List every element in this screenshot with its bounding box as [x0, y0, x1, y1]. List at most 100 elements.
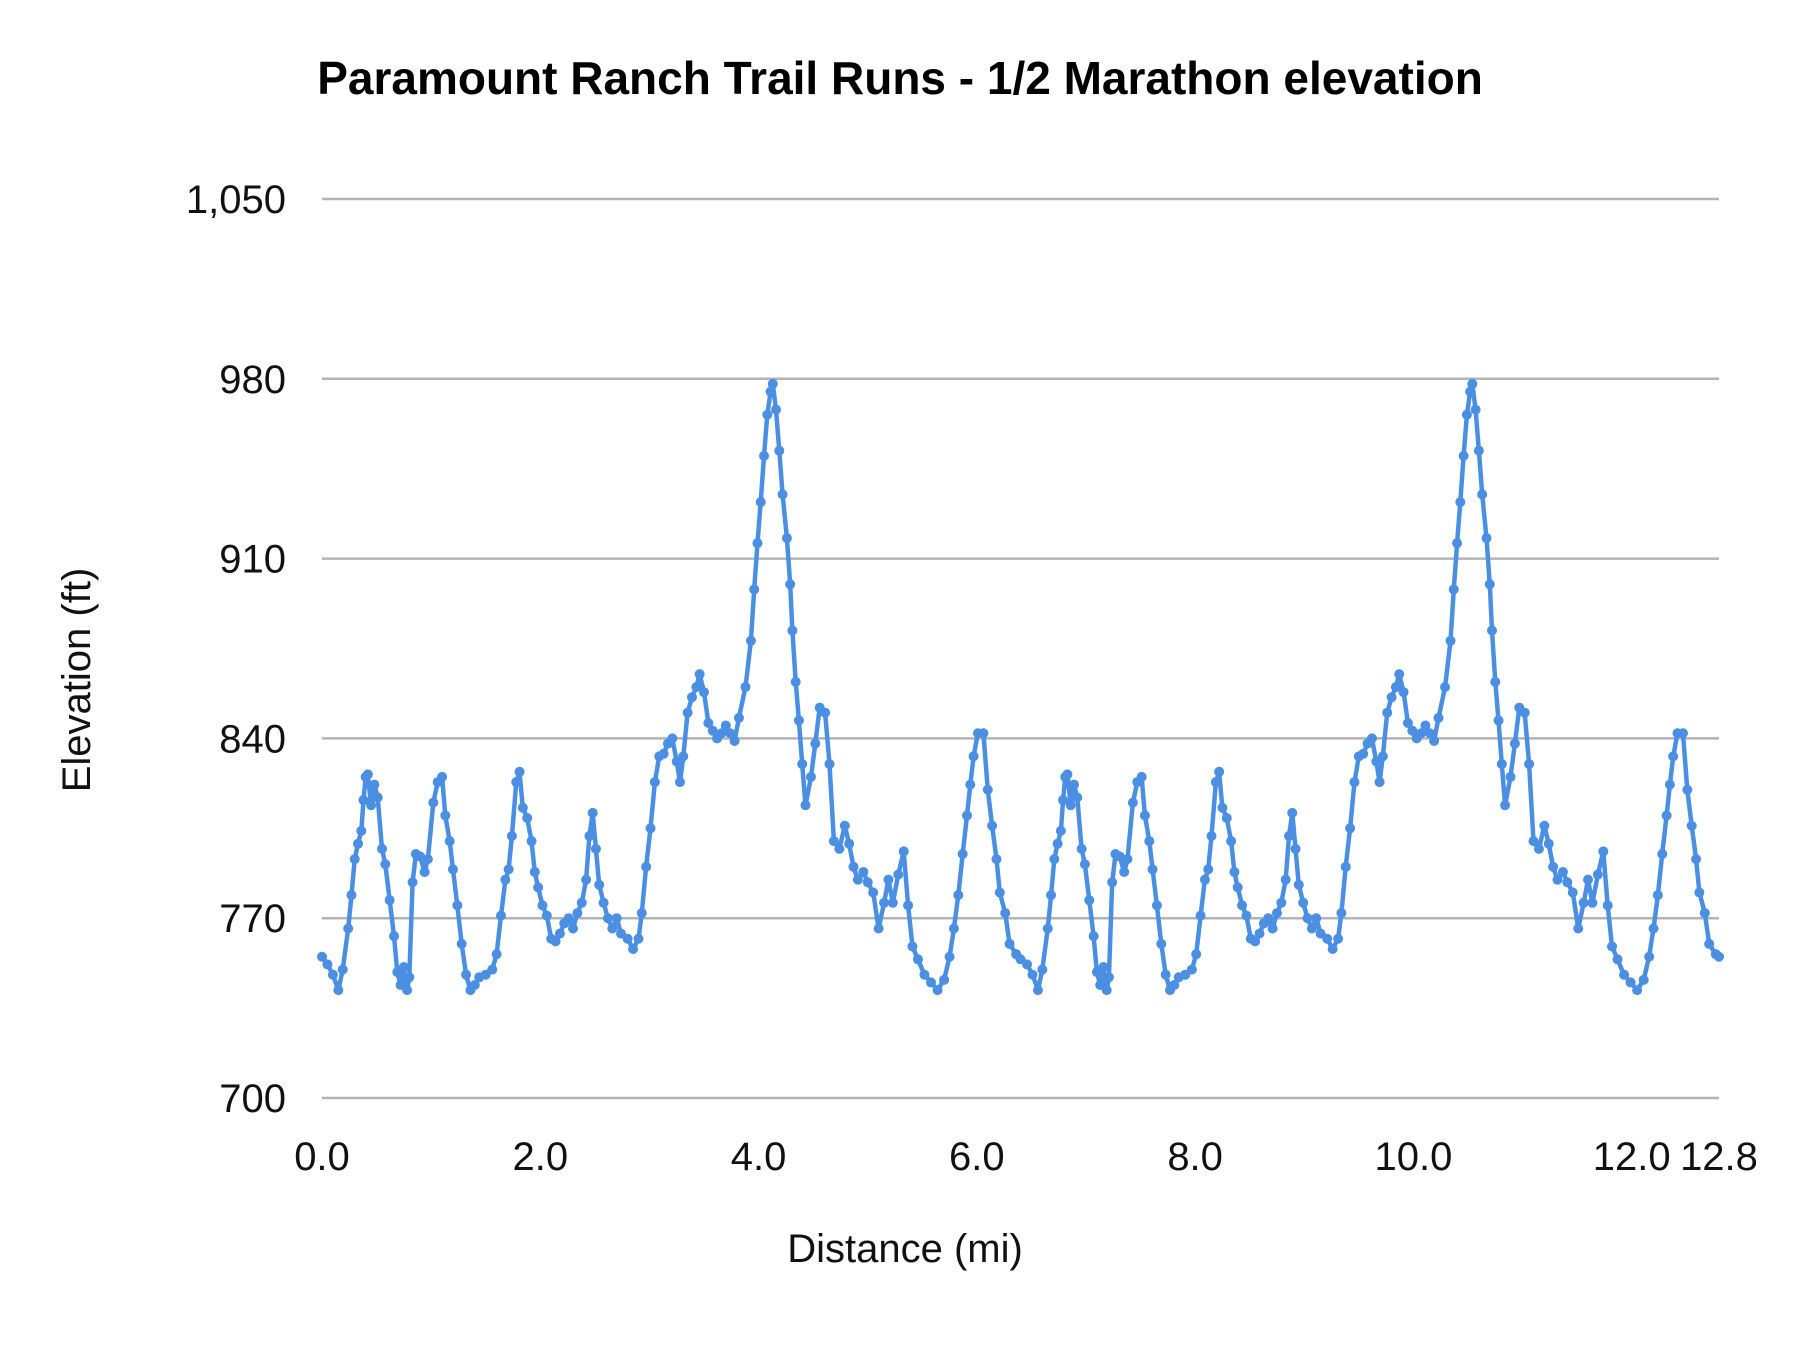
data-point	[333, 985, 344, 996]
data-point	[1290, 843, 1301, 854]
data-point	[1327, 944, 1338, 955]
data-point	[1416, 728, 1427, 739]
data-point	[1214, 766, 1225, 777]
data-point	[366, 800, 377, 811]
data-point	[883, 874, 894, 885]
data-point	[839, 820, 850, 831]
data-point	[349, 854, 360, 865]
data-point	[495, 910, 506, 921]
data-point	[720, 720, 731, 731]
data-point	[1032, 985, 1043, 996]
data-point	[1114, 851, 1125, 862]
data-point	[1505, 771, 1516, 782]
data-point	[317, 951, 327, 962]
data-point	[1598, 846, 1609, 857]
data-point	[994, 887, 1005, 898]
data-point	[487, 964, 498, 975]
data-point	[1686, 820, 1697, 831]
data-point	[1358, 748, 1369, 759]
data-point	[834, 843, 845, 854]
data-point	[733, 712, 744, 723]
data-point	[1440, 682, 1451, 693]
data-point	[774, 445, 785, 456]
x-tick-label: 4.0	[731, 1135, 787, 1179]
x-tick-label: 2.0	[512, 1135, 568, 1179]
data-point	[1664, 779, 1675, 790]
data-point	[1473, 445, 1484, 456]
data-point	[686, 692, 697, 703]
data-point	[1677, 728, 1688, 739]
data-point	[568, 923, 579, 934]
data-point	[1407, 725, 1418, 736]
data-point	[456, 938, 467, 949]
data-point	[422, 854, 433, 865]
data-point	[1062, 769, 1073, 780]
data-point	[1587, 897, 1598, 908]
data-point	[358, 795, 369, 806]
data-point	[1336, 908, 1347, 919]
data-point	[740, 682, 751, 693]
data-point	[1349, 777, 1360, 788]
data-point	[572, 908, 583, 919]
data-point	[858, 866, 869, 877]
data-point	[767, 378, 778, 389]
data-point	[1103, 972, 1114, 983]
data-point	[377, 843, 388, 854]
data-point	[1311, 913, 1322, 924]
data-point	[602, 913, 613, 924]
data-point	[1345, 823, 1356, 834]
data-point	[1704, 938, 1715, 949]
data-point	[698, 687, 709, 698]
data-point	[1612, 954, 1623, 965]
data-point	[503, 864, 514, 875]
data-point	[1271, 908, 1282, 919]
data-point	[1333, 933, 1344, 944]
data-point	[440, 810, 451, 821]
data-point	[1509, 738, 1520, 749]
data-point	[749, 584, 760, 595]
data-point	[353, 838, 364, 849]
data-point	[1276, 897, 1287, 908]
data-point	[1147, 864, 1158, 875]
data-point	[953, 890, 964, 901]
data-point	[1195, 910, 1206, 921]
x-axis-ticks: 0.0 2.0 4.0 6.0 8.0 10.0 12.0 12.8	[294, 1135, 1758, 1179]
data-point	[404, 972, 415, 983]
data-point	[745, 635, 756, 646]
data-point	[500, 874, 511, 885]
data-point	[398, 962, 409, 973]
data-point	[563, 913, 574, 924]
data-point	[1250, 936, 1261, 947]
data-point	[1217, 802, 1228, 813]
data-point	[1139, 810, 1150, 821]
data-point	[1072, 792, 1083, 803]
data-point	[781, 533, 792, 544]
data-point	[322, 959, 333, 970]
data-point	[716, 728, 727, 739]
data-point	[1000, 908, 1011, 919]
data-point	[1042, 923, 1053, 934]
data-point	[1068, 779, 1079, 790]
data-point	[729, 735, 740, 746]
data-point	[1390, 682, 1401, 693]
data-point	[948, 923, 959, 934]
y-tick-label: 770	[219, 897, 286, 941]
data-point	[1524, 759, 1535, 770]
y-tick-label: 840	[219, 717, 286, 761]
data-point	[1699, 908, 1710, 919]
data-point	[380, 859, 391, 870]
data-point	[633, 933, 644, 944]
data-point	[1465, 386, 1476, 397]
data-point	[939, 974, 950, 985]
data-point	[622, 933, 633, 944]
data-point	[511, 777, 522, 788]
data-point	[415, 851, 426, 862]
data-point	[1298, 897, 1309, 908]
data-point	[1191, 949, 1202, 960]
data-point	[810, 738, 821, 749]
data-point	[879, 897, 890, 908]
data-point	[777, 489, 788, 500]
data-point	[1374, 777, 1385, 788]
data-point	[868, 887, 879, 898]
